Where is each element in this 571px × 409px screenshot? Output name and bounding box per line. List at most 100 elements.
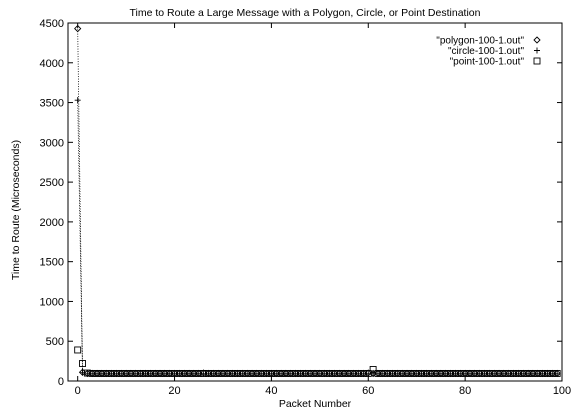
data-point <box>253 369 261 377</box>
data-point <box>190 369 198 377</box>
y-tick-label: 4500 <box>40 18 64 30</box>
data-point <box>374 369 382 377</box>
data-point <box>553 369 561 377</box>
legend: "polygon-100-1.out""circle-100-1.out""po… <box>436 36 541 68</box>
data-point <box>214 369 222 377</box>
data-point <box>476 369 484 377</box>
data-point <box>519 369 527 377</box>
data-point <box>413 369 421 377</box>
series-square <box>74 346 561 377</box>
data-point <box>292 369 300 377</box>
data-point <box>432 369 440 377</box>
x-tick-label: 60 <box>362 385 374 397</box>
y-tick-label: 3000 <box>40 137 64 149</box>
data-point <box>229 369 237 377</box>
plot-frame <box>67 22 563 382</box>
y-tick-label: 2500 <box>40 177 64 189</box>
data-point <box>340 369 348 377</box>
data-point <box>112 369 120 377</box>
data-point <box>384 369 392 377</box>
legend-marker <box>533 57 541 65</box>
data-point <box>452 369 459 377</box>
data-point <box>442 369 450 377</box>
y-tick-label: 1500 <box>40 257 64 269</box>
data-point <box>398 369 406 377</box>
data-point <box>514 369 522 377</box>
data-point <box>93 369 101 377</box>
data-point <box>447 369 455 377</box>
data-point <box>248 369 256 377</box>
legend-marker <box>533 36 541 44</box>
data-point <box>287 369 295 377</box>
y-tick-label: 2000 <box>40 217 64 229</box>
data-point <box>500 369 508 377</box>
data-point <box>297 369 304 377</box>
data-point <box>330 369 338 377</box>
data-point <box>335 369 343 377</box>
tick-layer: 0 500 1000 1500 2000 2500 3000 3500 4000 4500 0 20 4… <box>40 18 571 397</box>
data-point <box>481 369 488 377</box>
data-point <box>389 369 396 377</box>
data-point <box>234 369 241 377</box>
data-point <box>122 369 130 377</box>
y-tick-label: 1000 <box>40 296 64 308</box>
data-point <box>369 366 377 373</box>
data-point <box>83 369 91 377</box>
data-point <box>209 369 217 377</box>
data-point <box>418 369 425 377</box>
data-point <box>238 369 246 377</box>
data-point <box>539 369 547 377</box>
data-point <box>490 369 498 377</box>
data-point <box>205 369 212 377</box>
data-point <box>350 369 358 377</box>
data-point <box>272 369 280 377</box>
x-tick-label: 20 <box>168 385 180 397</box>
series-layer <box>74 24 561 378</box>
data-point <box>219 369 227 377</box>
data-point <box>79 360 86 367</box>
data-point <box>529 369 537 377</box>
data-point <box>277 369 285 377</box>
series-diamond <box>74 24 561 378</box>
data-point <box>422 369 430 377</box>
data-point <box>495 369 503 377</box>
data-point <box>137 369 145 377</box>
data-point <box>161 369 169 377</box>
data-point <box>142 369 149 377</box>
data-point <box>485 369 493 377</box>
x-tick-label: 0 <box>75 385 81 397</box>
data-point <box>301 369 309 377</box>
data-point <box>326 369 333 377</box>
data-point <box>146 369 154 377</box>
data-point <box>258 369 266 377</box>
data-point <box>282 369 290 377</box>
data-point <box>345 369 353 377</box>
legend-label: "circle-100-1.out" <box>448 46 524 57</box>
data-point <box>108 369 116 377</box>
data-point <box>316 369 324 377</box>
y-tick-label: 0 <box>58 376 64 388</box>
data-point <box>311 369 319 377</box>
data-point <box>243 369 251 377</box>
legend-label: "point-100-1.out" <box>450 57 525 68</box>
data-point <box>98 369 106 377</box>
data-point <box>456 369 464 377</box>
x-tick-label: 100 <box>553 385 571 397</box>
series-plus <box>74 97 561 377</box>
legend-marker <box>534 47 540 54</box>
data-point <box>88 369 96 377</box>
data-point <box>185 369 193 377</box>
data-point <box>224 369 232 377</box>
data-point <box>437 369 445 377</box>
data-point <box>74 24 82 33</box>
legend-label: "polygon-100-1.out" <box>436 36 524 47</box>
data-point <box>548 369 556 377</box>
data-point <box>156 369 164 377</box>
chart-title: Time to Route a Large Message with a Pol… <box>130 7 481 19</box>
data-point <box>359 369 367 377</box>
data-point <box>427 369 435 377</box>
data-point <box>466 369 474 377</box>
data-point <box>103 369 111 377</box>
data-point <box>132 369 140 377</box>
data-point <box>306 369 314 377</box>
